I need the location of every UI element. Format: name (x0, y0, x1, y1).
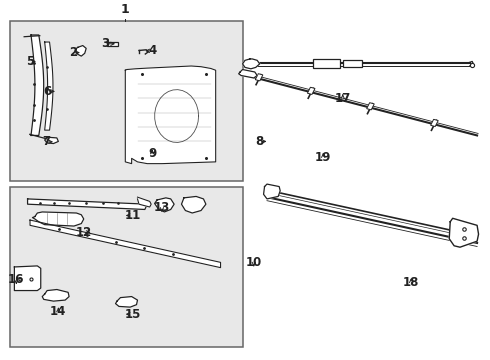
Polygon shape (155, 198, 174, 212)
Polygon shape (264, 184, 280, 199)
Polygon shape (32, 212, 84, 226)
Bar (431, 120, 438, 126)
Text: 2: 2 (69, 46, 77, 59)
Text: 13: 13 (154, 201, 170, 214)
Polygon shape (449, 218, 479, 247)
Text: 17: 17 (335, 92, 351, 105)
Text: 6: 6 (43, 85, 51, 98)
Text: 1: 1 (121, 3, 130, 15)
Text: 15: 15 (124, 308, 141, 321)
Polygon shape (243, 59, 260, 69)
Polygon shape (181, 197, 206, 213)
Text: 12: 12 (75, 226, 92, 239)
Polygon shape (75, 46, 86, 56)
Polygon shape (125, 66, 216, 164)
Text: 3: 3 (102, 37, 110, 50)
Polygon shape (27, 199, 147, 210)
Text: 9: 9 (148, 147, 156, 160)
Text: 8: 8 (255, 135, 264, 148)
Polygon shape (116, 297, 138, 307)
Text: 10: 10 (245, 256, 262, 269)
Bar (343, 60, 362, 67)
Polygon shape (30, 220, 220, 267)
Bar (367, 103, 374, 110)
Polygon shape (42, 289, 69, 301)
Bar (10, 21, 243, 181)
Bar (307, 87, 315, 94)
Text: 5: 5 (26, 55, 34, 68)
Polygon shape (45, 137, 58, 144)
Text: 11: 11 (124, 209, 141, 222)
Text: 16: 16 (8, 274, 24, 287)
Bar (314, 59, 340, 68)
Polygon shape (31, 35, 44, 135)
Polygon shape (45, 42, 53, 130)
Text: 18: 18 (403, 276, 419, 289)
Polygon shape (138, 197, 151, 207)
Bar (107, 42, 118, 46)
Polygon shape (239, 69, 257, 78)
Text: 4: 4 (148, 44, 156, 57)
Bar (10, 186, 243, 347)
Text: 7: 7 (42, 135, 50, 148)
Text: 19: 19 (315, 151, 331, 164)
Polygon shape (14, 266, 41, 291)
Text: 14: 14 (50, 305, 67, 318)
Bar (255, 74, 263, 81)
